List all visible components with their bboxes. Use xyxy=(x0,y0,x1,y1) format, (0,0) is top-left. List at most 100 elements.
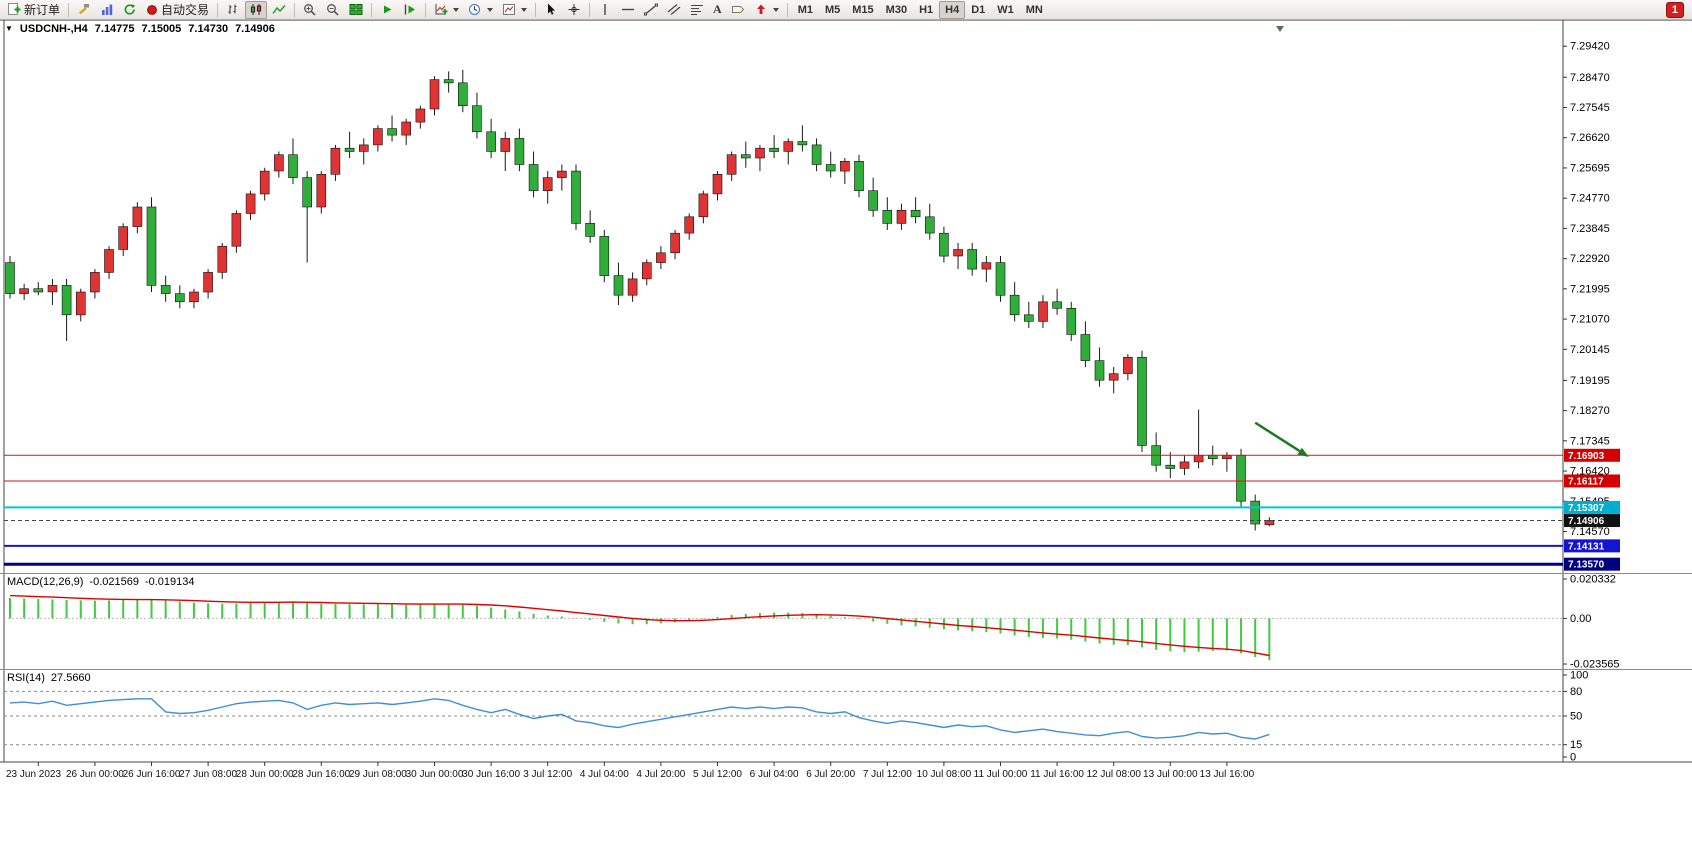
candlestick-icon xyxy=(249,3,263,16)
timeframe-m30-button[interactable]: M30 xyxy=(880,1,913,19)
timeframe-m1-button[interactable]: M1 xyxy=(792,1,819,19)
autotrade-button[interactable]: 自动交易 xyxy=(142,1,213,19)
channel-tool-button[interactable] xyxy=(663,1,685,19)
fibonacci-tool-button[interactable] xyxy=(686,1,708,19)
arrows-tool-button[interactable] xyxy=(750,1,783,19)
chart-frame xyxy=(0,20,1692,763)
macd-indicator-label: MACD(12,26,9) -0.021569 -0.019134 xyxy=(7,576,195,588)
label-tool-button[interactable] xyxy=(727,1,749,19)
vertical-line-tool-button[interactable] xyxy=(594,1,616,19)
indicators-button[interactable] xyxy=(430,1,463,19)
timeframe-h1-button[interactable]: H1 xyxy=(913,1,939,19)
svg-text:7.29420: 7.29420 xyxy=(1570,41,1610,53)
bar-chart-button[interactable] xyxy=(222,1,244,19)
svg-text:7.27545: 7.27545 xyxy=(1570,102,1610,114)
svg-text:7.22920: 7.22920 xyxy=(1570,253,1610,265)
zoom-out-button[interactable] xyxy=(322,1,344,19)
timeframe-group: M1 M5 M15 M30 H1 H4 D1 W1 MN xyxy=(792,0,1049,19)
periods-button[interactable] xyxy=(464,1,497,19)
current-price-line-price-tag xyxy=(1564,514,1620,528)
cursor-button[interactable] xyxy=(540,1,562,19)
auto-scroll-button[interactable] xyxy=(376,1,398,19)
new-order-button[interactable]: 新订单 xyxy=(3,1,64,19)
zoom-in-button[interactable] xyxy=(299,1,321,19)
svg-text:10 Jul 08:00: 10 Jul 08:00 xyxy=(917,769,972,780)
horizontal-line-tool-button[interactable] xyxy=(617,1,639,19)
svg-text:50: 50 xyxy=(1570,711,1582,723)
templates-button[interactable] xyxy=(498,1,531,19)
trendline-icon xyxy=(644,3,659,16)
price-line-objects: 7.16903 7.16117 7.15307 7.14906 7.14131 7.135… xyxy=(4,448,1620,571)
collapse-icon[interactable]: ▼ xyxy=(5,24,13,33)
indicators-icon xyxy=(434,3,448,16)
svg-text:28 Jun 16:00: 28 Jun 16:00 xyxy=(292,769,350,780)
price-axis[interactable]: 7.29420 7.28470 7.27545 7.26620 7.25695 7.247… xyxy=(1563,41,1610,538)
refresh-icon xyxy=(123,3,137,16)
svg-text:7.21995: 7.21995 xyxy=(1570,283,1610,295)
tile-windows-button[interactable] xyxy=(345,1,367,19)
timeframe-m5-button[interactable]: M5 xyxy=(819,1,846,19)
svg-text:11 Jul 16:00: 11 Jul 16:00 xyxy=(1030,769,1084,780)
svg-text:12 Jul 08:00: 12 Jul 08:00 xyxy=(1086,769,1141,780)
chevron-down-icon xyxy=(772,7,779,12)
support-line-navy-price-tag xyxy=(1564,557,1620,571)
support-line-cyan-price-tag-label: 7.15307 xyxy=(1568,503,1605,514)
toolbar-separator xyxy=(589,2,591,17)
editor-button[interactable] xyxy=(73,1,95,19)
timeframe-d1-button[interactable]: D1 xyxy=(965,1,991,19)
auto-scroll-icon xyxy=(380,3,394,16)
refresh-button[interactable] xyxy=(119,1,141,19)
timeframe-h4-button[interactable]: H4 xyxy=(939,0,966,19)
arrow-icon xyxy=(754,3,768,16)
timeframe-mn-button[interactable]: MN xyxy=(1020,1,1049,19)
svg-text:28 Jun 00:00: 28 Jun 00:00 xyxy=(236,769,294,780)
toolbar-separator xyxy=(786,2,788,17)
timeframe-w1-button[interactable]: W1 xyxy=(991,1,1020,19)
quote-high: 7.15005 xyxy=(141,23,182,35)
line-chart-button[interactable] xyxy=(268,1,290,19)
rsi-name: RSI(14) xyxy=(7,672,45,684)
text-icon: A xyxy=(713,2,722,16)
resistance-line-lower-price-tag xyxy=(1564,474,1620,488)
quote-low: 7.14730 xyxy=(188,23,229,35)
chevron-down-icon xyxy=(521,7,528,12)
new-order-icon xyxy=(7,3,21,16)
notification-badge[interactable]: 1 xyxy=(1665,1,1684,18)
svg-text:7.20145: 7.20145 xyxy=(1570,344,1610,356)
chart-shift-icon xyxy=(403,3,417,16)
svg-text:11 Jul 00:00: 11 Jul 00:00 xyxy=(974,769,1028,780)
autotrade-label: 自动交易 xyxy=(161,3,210,17)
current-price-line-price-tag-label: 7.14906 xyxy=(1568,516,1605,527)
svg-text:13 Jul 16:00: 13 Jul 16:00 xyxy=(1200,769,1255,780)
rsi-panel: 100 80 50 150 xyxy=(4,670,1588,764)
svg-text:7.19195: 7.19195 xyxy=(1570,375,1610,387)
svg-text:-0.023565: -0.023565 xyxy=(1570,659,1620,671)
toolbar-separator xyxy=(425,2,427,17)
bars-icon xyxy=(100,3,114,16)
macd-value: -0.021569 xyxy=(89,576,139,588)
text-tool-button[interactable]: A xyxy=(709,1,726,19)
chart-shift-button[interactable] xyxy=(399,1,421,19)
svg-text:26 Jun 00:00: 26 Jun 00:00 xyxy=(66,769,124,780)
tile-windows-icon xyxy=(349,3,363,16)
svg-text:0.020332: 0.020332 xyxy=(1570,574,1616,586)
trend-arrow-annotation[interactable] xyxy=(1254,421,1309,458)
svg-text:0.00: 0.00 xyxy=(1570,613,1591,625)
quote-close: 7.14906 xyxy=(235,23,275,35)
candlestick-chart-button[interactable] xyxy=(245,0,268,19)
cursor-icon xyxy=(544,3,558,16)
chart-canvas[interactable]: 7.29420 7.28470 7.27545 7.26620 7.25695 7.247… xyxy=(0,20,1692,846)
svg-text:27 Jun 08:00: 27 Jun 08:00 xyxy=(179,769,237,780)
trendline-tool-button[interactable] xyxy=(640,1,662,19)
chart-shift-marker[interactable] xyxy=(1276,26,1284,32)
timeframe-m15-button[interactable]: M15 xyxy=(846,1,879,19)
chart-symbol-label: USDCNH-,H4 xyxy=(19,23,88,35)
crosshair-button[interactable] xyxy=(563,1,585,19)
toolbar-separator xyxy=(294,2,296,17)
template-icon xyxy=(502,3,516,16)
market-watch-button[interactable] xyxy=(96,1,118,19)
autotrade-stop-icon xyxy=(146,4,158,16)
macd-signal-line xyxy=(9,594,1270,657)
